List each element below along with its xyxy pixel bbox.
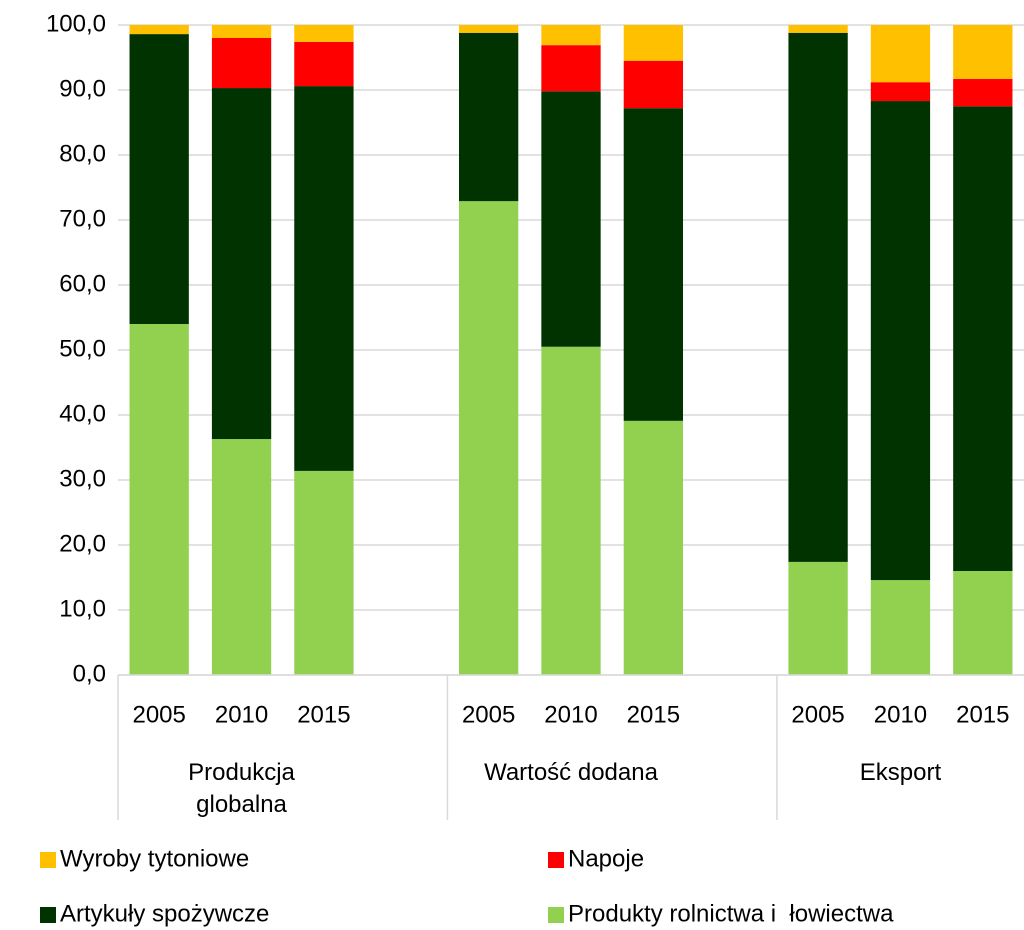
y-tick-label: 60,0 <box>59 270 106 297</box>
bar-segment <box>541 346 601 675</box>
bar-segment <box>458 201 519 675</box>
bar-segment <box>541 91 601 347</box>
legend-swatch <box>548 907 564 923</box>
x-tick-label: 2010 <box>544 701 597 728</box>
x-tick-label: 2015 <box>627 701 680 728</box>
x-tick-label: 2015 <box>297 701 350 728</box>
bar-segment <box>458 25 519 33</box>
bar-segment <box>870 25 931 83</box>
bar-segment <box>623 25 684 61</box>
bar-segment <box>129 34 189 324</box>
bar-segment <box>541 45 601 92</box>
x-tick-label: 2005 <box>462 701 515 728</box>
legend-label: Artykuły spożywcze <box>60 900 269 927</box>
bar-segment <box>294 470 354 675</box>
bar-segment <box>623 60 684 109</box>
y-tick-label: 30,0 <box>59 465 106 492</box>
bar-segment <box>294 41 354 87</box>
y-tick-label: 20,0 <box>59 530 106 557</box>
group-label: Produkcja globalna <box>188 759 295 818</box>
bar-segment <box>211 88 272 440</box>
y-tick-label: 10,0 <box>59 595 106 622</box>
bar-segment <box>788 561 848 675</box>
x-tick-label: 2005 <box>791 701 844 728</box>
legend-label: Napoje <box>568 845 644 872</box>
y-tick-label: 40,0 <box>59 400 106 427</box>
bar-segment <box>788 25 848 33</box>
bar-segment <box>294 86 354 471</box>
x-tick-label: 2010 <box>874 701 927 728</box>
bar-segment <box>294 25 354 42</box>
x-tick-label: 2005 <box>132 701 185 728</box>
legend-swatch <box>40 907 56 923</box>
bar-segment <box>541 25 601 46</box>
bar-segment <box>211 439 272 675</box>
legend-swatch <box>548 852 564 868</box>
x-tick-label: 2010 <box>215 701 268 728</box>
bar-segment <box>953 106 1013 571</box>
y-tick-label: 70,0 <box>59 205 106 232</box>
x-tick-label: 2015 <box>956 701 1009 728</box>
bar-segment <box>953 571 1013 675</box>
bar-segment <box>211 25 272 38</box>
legend-swatch <box>40 852 56 868</box>
group-label: Wartość dodana <box>484 759 658 786</box>
bar-segment <box>129 324 189 675</box>
bar-segment <box>953 25 1013 79</box>
y-tick-label: 80,0 <box>59 140 106 167</box>
legend-label: Wyroby tytoniowe <box>60 845 249 872</box>
bar-segment <box>211 38 272 89</box>
y-tick-label: 0,0 <box>73 660 106 687</box>
bar-segment <box>623 108 684 421</box>
y-tick-label: 100,0 <box>46 10 106 37</box>
bar-segment <box>129 25 189 35</box>
bar-segment <box>623 420 684 675</box>
bar-segment <box>870 82 931 102</box>
y-tick-label: 50,0 <box>59 335 106 362</box>
bar-segment <box>870 580 931 675</box>
y-tick-label: 90,0 <box>59 75 106 102</box>
legend-label: Produkty rolnictwa i łowiectwa <box>568 900 894 927</box>
bar-segment <box>953 78 1013 107</box>
bar-segment <box>870 101 931 581</box>
group-label: Eksport <box>859 759 942 786</box>
bar-segment <box>788 32 848 562</box>
bar-segment <box>458 32 519 202</box>
